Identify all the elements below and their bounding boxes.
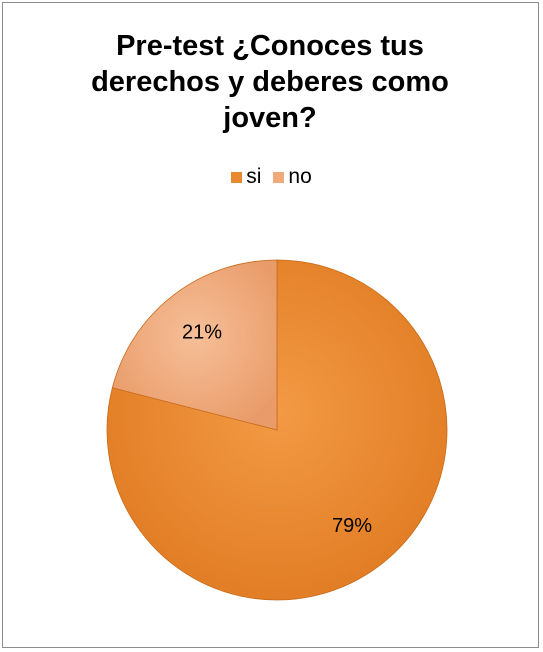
pie-slice-no — [111, 259, 278, 431]
slice-label-no: 21% — [182, 322, 222, 344]
chart-title-line-2: derechos y deberes como — [91, 66, 449, 98]
chart-legend: si no — [0, 165, 543, 189]
legend-label-no: no — [288, 165, 312, 188]
legend-swatch-no — [273, 171, 285, 183]
chart-title: Pre-test ¿Conoces tus derechos y deberes… — [40, 28, 500, 136]
slice-label-si: 79% — [332, 515, 372, 537]
legend-label-si: si — [246, 165, 262, 188]
chart-title-line-3: joven? — [223, 102, 317, 134]
legend-entry-si: si — [231, 165, 261, 189]
pie-slice-si — [106, 259, 448, 601]
legend-swatch-si — [231, 171, 243, 183]
chart-title-line-1: Pre-test ¿Conoces tus — [116, 30, 424, 62]
legend-entry-no: no — [273, 165, 312, 189]
